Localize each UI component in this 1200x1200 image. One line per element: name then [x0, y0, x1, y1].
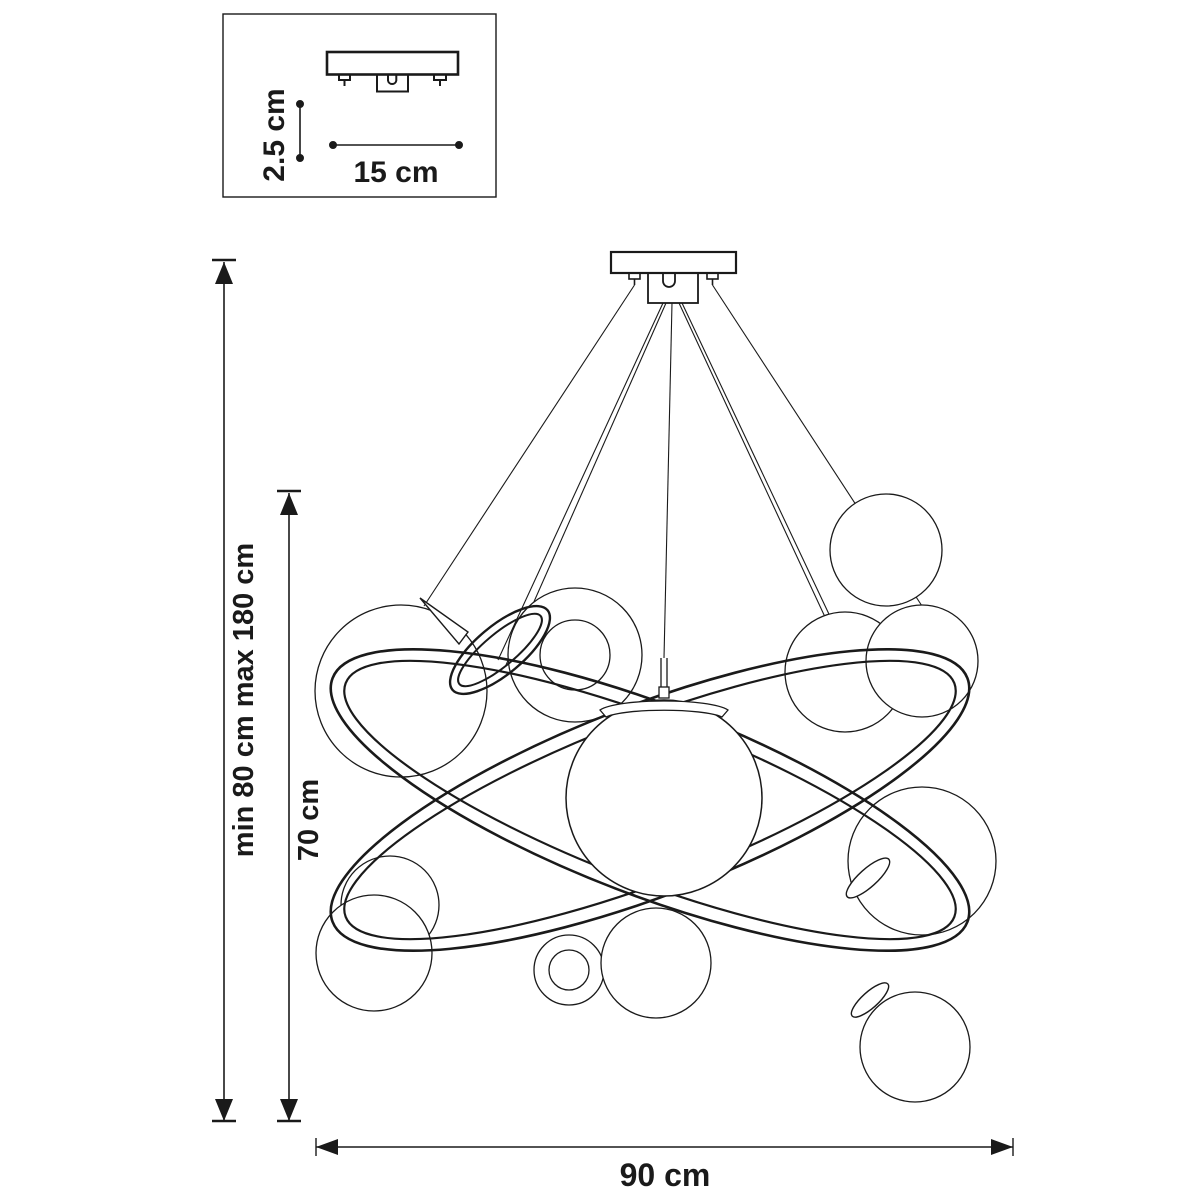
svg-text:90 cm: 90 cm [620, 1157, 711, 1193]
svg-text:15 cm: 15 cm [353, 156, 438, 189]
svg-text:70 cm: 70 cm [293, 779, 325, 861]
svg-text:2.5 cm: 2.5 cm [258, 88, 291, 181]
svg-text:min 80 cm max 180 cm: min 80 cm max 180 cm [228, 543, 260, 857]
